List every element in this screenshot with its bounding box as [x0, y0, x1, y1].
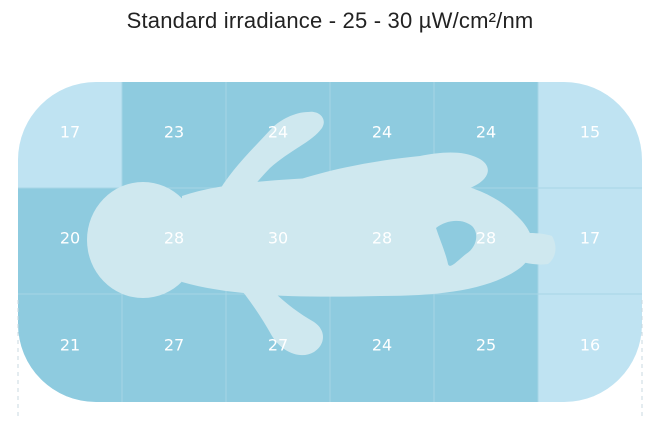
cell-value-r1-c3: 24 — [268, 123, 288, 142]
cell-value-r2-c1: 20 — [60, 229, 80, 248]
cell-value-r1-c4: 24 — [372, 123, 392, 142]
cell-value-r3-c4: 24 — [372, 336, 392, 355]
grid-cell-r1-c2 — [122, 82, 226, 188]
cell-value-r1-c1: 17 — [60, 123, 80, 142]
cell-value-r2-c2: 28 — [164, 229, 184, 248]
cell-value-r1-c5: 24 — [476, 123, 496, 142]
cell-value-r3-c2: 27 — [164, 336, 184, 355]
cell-value-r2-c4: 28 — [372, 229, 392, 248]
cell-value-r1-c2: 23 — [164, 123, 184, 142]
grid-cell-r2-c6 — [538, 188, 642, 294]
grid-cell-r3-c5 — [434, 294, 538, 402]
cell-value-r1-c6: 15 — [580, 123, 600, 142]
page-title: Standard irradiance - 25 - 30 µW/cm²/nm — [126, 8, 534, 33]
cell-value-r3-c5: 25 — [476, 336, 496, 355]
irradiance-grid: 17 23 24 24 24 15 20 28 30 28 28 17 21 27 27 24 25 16 — [18, 82, 642, 402]
cell-value-r2-c6: 17 — [580, 229, 600, 248]
cell-value-r3-c6: 16 — [580, 336, 600, 355]
grid-cell-r3-c2 — [122, 294, 226, 402]
baby-silhouette — [87, 111, 556, 356]
cell-value-r2-c3: 30 — [268, 229, 288, 248]
cell-value-r2-c5: 28 — [476, 229, 496, 248]
cell-value-r3-c1: 21 — [60, 336, 80, 355]
grid-cell-r3-c4 — [330, 294, 434, 402]
cell-value-r3-c3: 27 — [268, 336, 288, 355]
